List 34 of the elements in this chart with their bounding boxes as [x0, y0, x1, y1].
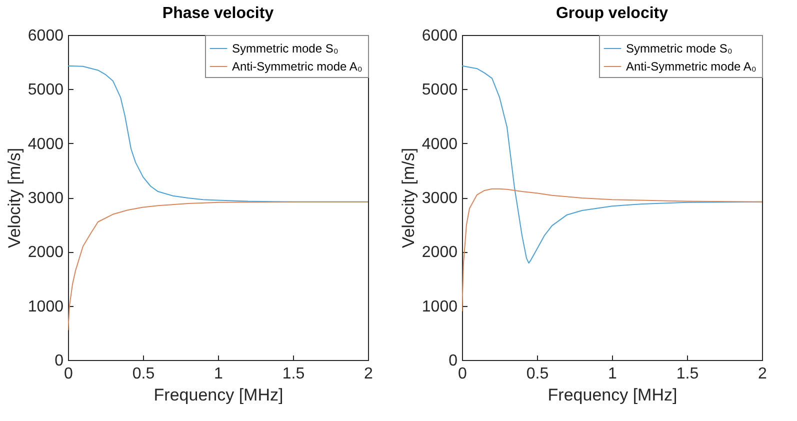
x-tick-label: 2	[758, 366, 768, 382]
y-tick-label: 2000	[28, 244, 64, 262]
x-tick-label: 1	[214, 366, 224, 382]
legend-label: Symmetric mode S₀	[232, 42, 338, 56]
y-tick-label: 1000	[422, 298, 458, 316]
x-tick-label: 1	[608, 366, 618, 382]
y-axis-title: Velocity [m/s]	[398, 148, 418, 248]
y-tick-label: 3000	[28, 190, 64, 207]
x-axis-title: Frequency [MHz]	[154, 386, 284, 404]
line-series	[462, 188, 762, 312]
x-tick-label: 1.5	[282, 366, 305, 382]
legend-label: Symmetric mode S₀	[626, 42, 732, 56]
legend-label: Anti-Symmetric mode A₀	[232, 60, 362, 74]
y-tick-label: 0	[448, 352, 458, 370]
x-tick-label: 1.5	[676, 366, 699, 382]
y-tick-label: 5000	[422, 82, 458, 99]
y-tick-label: 6000	[28, 28, 64, 44]
x-axis-title: Frequency [MHz]	[548, 386, 678, 404]
y-tick-label: 4000	[422, 136, 458, 153]
y-tick-label: 0	[54, 352, 64, 370]
y-tick-label: 5000	[28, 82, 64, 99]
x-tick-label: 2	[364, 366, 374, 382]
x-tick-label: 0.5	[132, 366, 155, 382]
x-tick-label: 0.5	[526, 366, 549, 382]
line-series	[68, 201, 368, 331]
y-tick-label: 3000	[422, 190, 458, 207]
y-tick-label: 4000	[28, 136, 64, 153]
legend-label: Anti-Symmetric mode A₀	[626, 60, 756, 74]
y-tick-label: 2000	[422, 244, 458, 262]
y-tick-label: 6000	[422, 28, 458, 44]
y-tick-label: 1000	[28, 298, 64, 316]
chart-title: Phase velocity	[162, 5, 274, 22]
chart-title: Group velocity	[556, 5, 668, 22]
y-axis-title: Velocity [m/s]	[4, 148, 24, 248]
